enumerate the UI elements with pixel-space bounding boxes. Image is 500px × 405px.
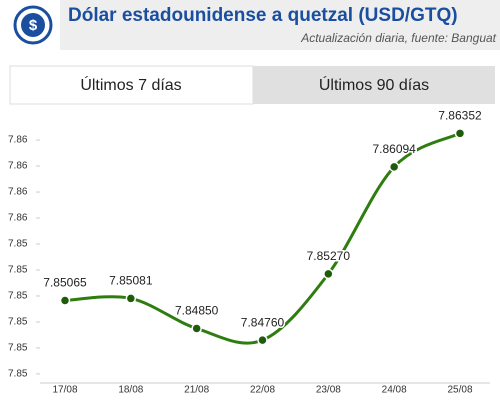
tab[interactable] [253, 66, 495, 104]
subtitle: Actualización diaria, fuente: Banguat [300, 31, 496, 45]
y-tick-label: 7.86 [8, 135, 28, 146]
data-label: 7.84850 [175, 304, 219, 318]
y-tick-label: 7.85 [8, 291, 28, 302]
x-tick-label: 17/08 [52, 385, 77, 396]
x-tick-label: 18/08 [118, 385, 143, 396]
x-tick-label: 23/08 [316, 385, 341, 396]
y-tick-label: 7.85 [8, 265, 28, 276]
y-tick-label: 7.86 [8, 187, 28, 198]
x-tick-label: 21/08 [184, 385, 209, 396]
data-label: 7.85065 [43, 276, 87, 290]
line [64, 131, 461, 345]
point [454, 128, 466, 139]
y-tick-label: 7.86 [8, 213, 28, 224]
point [191, 323, 202, 334]
point [125, 293, 137, 304]
tab-label[interactable]: Últimos 7 días [80, 75, 181, 94]
point [257, 334, 268, 346]
y-tick-label: 7.85 [8, 369, 28, 380]
y-tick-label: 7.86 [8, 161, 28, 172]
icon-inner [21, 13, 45, 37]
data-label: 7.85270 [307, 249, 351, 263]
point [388, 161, 400, 173]
x-tick-label: 22/08 [250, 385, 275, 396]
point [59, 295, 71, 306]
title: Dólar estadounidense a quetzal (USD/GTQ) [68, 5, 458, 26]
x-tick-label: 25/08 [447, 385, 472, 396]
icon-symbol: $ [29, 17, 38, 34]
header-bar [60, 0, 500, 50]
data-label: 7.84760 [241, 315, 285, 329]
tab-label[interactable]: Últimos 90 días [319, 75, 429, 94]
x-tick-label: 24/08 [382, 385, 407, 396]
data-label: 7.86094 [372, 142, 416, 156]
point [323, 268, 334, 280]
y-tick-label: 7.85 [8, 343, 28, 354]
y-tick-label: 7.85 [8, 239, 28, 250]
data-label: 7.85081 [109, 274, 153, 288]
y-tick-label: 7.85 [8, 317, 28, 328]
data-label: 7.86352 [438, 109, 482, 123]
